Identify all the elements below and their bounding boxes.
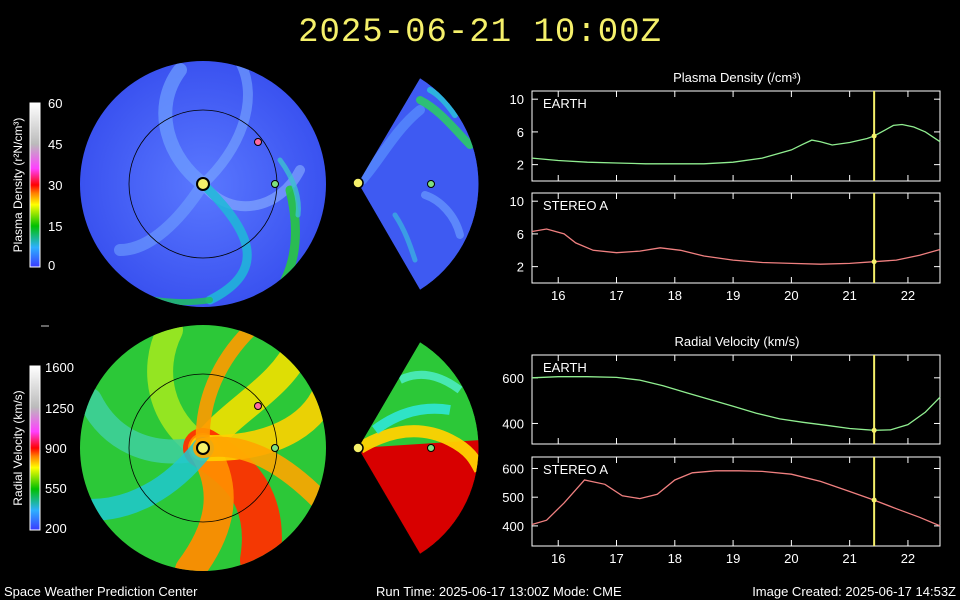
current-time-point-0 [871,133,877,139]
density-colorbar: 60 45 30 15 0 Plasma Density (r²N/cm³) [11,96,62,273]
y-tick-label-3-500: 500 [502,490,524,505]
y-tick-label-1-6: 6 [517,227,524,242]
panel-label-2: EARTH [543,360,587,375]
y-tick-label-0-6: 6 [517,125,524,140]
current-time-point-1 [871,259,877,265]
velocity-tick-550: 550 [45,481,67,496]
x-tick-label-1-21: 21 [842,288,856,303]
panel-frame-1 [531,192,941,284]
velocity-ecliptic-disk [80,325,326,571]
x-tick-label-1-20: 20 [784,288,798,303]
panel-frame-2 [531,354,941,445]
density-colorbar-label: Plasma Density (r²N/cm³) [11,118,25,253]
y-tick-label-1-10: 10 [510,194,524,209]
density-tick-60: 60 [48,96,62,111]
y-tick-label-0-10: 10 [510,92,524,107]
velocity-colorbar: 1600 1250 900 550 200 Radial Velocity (k… [11,360,74,536]
y-tick-label-2-400: 400 [502,416,524,431]
earth-marker [271,180,279,188]
x-tick-label-3-20: 20 [784,551,798,566]
y-tick-label-3-400: 400 [502,519,524,534]
series-line-1-0 [531,228,941,265]
density-meridional-wedge [352,77,480,291]
velocity-tick-200: 200 [45,521,67,536]
velocity-tick-900: 900 [45,441,67,456]
footer-run-time: Run Time: 2025-06-17 13:00Z Mode: CME [376,584,622,599]
panel-frame-3 [531,456,941,547]
current-time-point-2 [871,427,877,433]
series-line-3-0 [531,470,941,527]
y-tick-label-1-2: 2 [517,260,524,275]
y-tick-label-3-600: 600 [502,461,524,476]
panel-label-1: STEREO A [543,198,608,213]
x-tick-label-3-19: 19 [726,551,740,566]
series-line-2-0 [531,376,941,431]
y-tick-label-2-600: 600 [502,371,524,386]
x-tick-label-1-17: 17 [609,288,623,303]
x-tick-label-3-18: 18 [668,551,682,566]
velocity-tick-1600: 1600 [45,360,74,375]
y-tick-label-0-2: 2 [517,158,524,173]
velocity-colorbar-label: Radial Velocity (km/s) [11,390,25,505]
panel-label-3: STEREO A [543,462,608,477]
x-tick-label-1-18: 18 [668,288,682,303]
density-chart-title: Plasma Density (/cm³) [673,70,801,85]
density-tick-45: 45 [48,137,62,152]
density-ecliptic-disk [80,61,326,307]
density-tick-15: 15 [48,219,62,234]
x-tick-label-1-19: 19 [726,288,740,303]
velocity-meridional-wedge [352,341,480,555]
velocity-tick-1250: 1250 [45,401,74,416]
panel-frame-0 [531,90,941,182]
x-tick-label-3-21: 21 [842,551,856,566]
timeseries-panels: 2 6 10 EARTH 2 6 10 16 17 18 19 20 21 22 STEREO A 400 60… [502,90,941,566]
x-tick-label-1-22: 22 [901,288,915,303]
density-tick-30: 30 [48,178,62,193]
current-time-point-3 [871,497,877,503]
x-tick-label-3-22: 22 [901,551,915,566]
x-tick-label-1-16: 16 [551,288,565,303]
series-line-0-0 [531,123,941,165]
panel-label-0: EARTH [543,96,587,111]
footer-image-created: Image Created: 2025-06-17 14:53Z [752,584,956,599]
sun-marker [196,177,210,191]
x-tick-label-3-16: 16 [551,551,565,566]
forecast-timestamp-title: 2025-06-21 10:00Z [298,14,662,52]
density-tick-0: 0 [48,258,55,273]
footer-organization: Space Weather Prediction Center [4,584,198,599]
stereo-a-marker [254,138,262,146]
velocity-chart-title: Radial Velocity (km/s) [675,334,800,349]
x-tick-label-3-17: 17 [609,551,623,566]
